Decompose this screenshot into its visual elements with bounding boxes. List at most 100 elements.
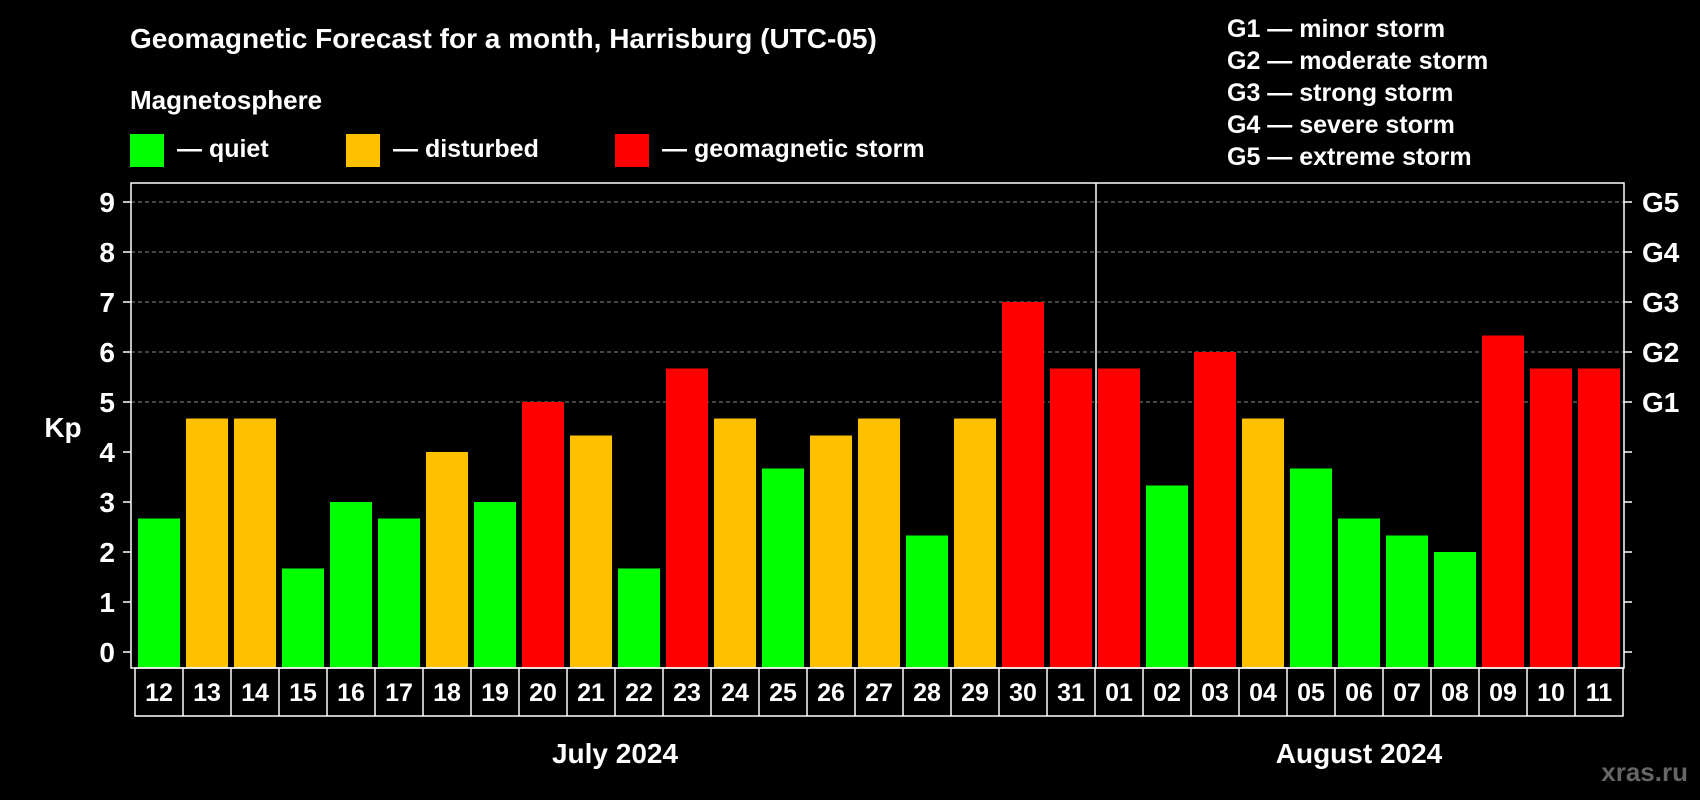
bars [138, 302, 1620, 668]
x-axis: 12 13 14 15 16 17 18 19 20 21 22 23 24 25 26 27 28 29 30 31… [134, 667, 1624, 717]
bar-10 [1530, 368, 1572, 668]
chart-title: Geomagnetic Forecast for a month, Harris… [130, 23, 877, 54]
x-tick-label: 30 [1009, 679, 1037, 707]
watermark: xras.ru [1601, 757, 1688, 787]
legend: — quiet — disturbed — geomagnetic storm [130, 134, 925, 167]
bar-08 [1434, 552, 1476, 668]
bar-27 [858, 418, 900, 668]
bar-22 [618, 568, 660, 668]
x-tick-label: 03 [1201, 679, 1229, 707]
x-tick-label: 14 [241, 679, 269, 707]
bar-19 [474, 502, 516, 668]
x-tick-label: 10 [1537, 679, 1565, 707]
x-tick-label: 28 [913, 679, 941, 707]
y-axis-label: Kp [44, 412, 81, 443]
bar-09 [1482, 335, 1524, 668]
x-tick-label: 11 [1586, 679, 1613, 707]
right-tick-label: G3 [1642, 287, 1679, 318]
bar-16 [330, 502, 372, 668]
storm-scale-item: G2 — moderate storm [1227, 47, 1488, 75]
x-tick-label: 04 [1249, 679, 1277, 707]
x-tick-label: 22 [625, 679, 653, 707]
bar-29 [954, 418, 996, 668]
bar-14 [234, 418, 276, 668]
bar-01 [1098, 368, 1140, 668]
x-tick-label: 15 [289, 679, 317, 707]
legend-label: — quiet [177, 135, 269, 163]
x-tick-label: 16 [337, 679, 365, 707]
y-tick-label: 2 [99, 537, 115, 568]
x-tick-label: 31 [1057, 679, 1085, 707]
bar-12 [138, 518, 180, 668]
bar-24 [714, 418, 756, 668]
bar-28 [906, 535, 948, 668]
storm-scale-item: G3 — strong storm [1227, 79, 1453, 107]
legend-swatch [615, 134, 649, 167]
month-label: August 2024 [1276, 738, 1443, 769]
bar-05 [1290, 468, 1332, 668]
x-tick-label: 18 [433, 679, 461, 707]
y-tick-label: 0 [99, 637, 115, 668]
y-tick-label: 6 [99, 337, 115, 368]
x-tick-label: 24 [721, 679, 749, 707]
grid-lines [131, 201, 1624, 403]
x-tick-label: 23 [673, 679, 701, 707]
bar-23 [666, 368, 708, 668]
bar-06 [1338, 518, 1380, 668]
legend-label: — geomagnetic storm [662, 135, 925, 163]
legend-label: — disturbed [393, 135, 539, 163]
x-tick-label: 01 [1105, 679, 1133, 707]
x-tick-label: 27 [865, 679, 893, 707]
y-tick-label: 4 [99, 437, 115, 468]
bar-15 [282, 568, 324, 668]
legend-swatch [130, 134, 164, 167]
month-label: July 2024 [552, 738, 679, 769]
bar-07 [1386, 535, 1428, 668]
y-axis: 0 1 2 3 4 5 6 7 8 9 [99, 187, 131, 668]
x-tick-label: 17 [385, 679, 413, 707]
bar-13 [186, 418, 228, 668]
storm-scale-legend: G1 — minor storm G2 — moderate storm G3 — … [1227, 15, 1488, 171]
x-tick-label: 06 [1345, 679, 1373, 707]
x-axis-box [134, 667, 1624, 717]
bar-26 [810, 435, 852, 668]
bar-30 [1002, 302, 1044, 668]
x-tick-label: 19 [481, 679, 509, 707]
bar-31 [1050, 368, 1092, 668]
x-tick-label: 12 [145, 679, 173, 707]
y-tick-label: 3 [99, 487, 115, 518]
y-tick-label: 9 [99, 187, 115, 218]
legend-swatch [346, 134, 380, 167]
y-tick-label: 8 [99, 237, 115, 268]
x-tick-label: 20 [529, 679, 557, 707]
x-tick-label: 08 [1441, 679, 1469, 707]
bar-17 [378, 518, 420, 668]
x-tick-label: 25 [769, 679, 797, 707]
month-labels: July 2024 August 2024 [552, 738, 1443, 769]
y-tick-label: 1 [99, 587, 115, 618]
bar-18 [426, 452, 468, 668]
storm-scale-item: G1 — minor storm [1227, 15, 1445, 43]
right-tick-label: G4 [1642, 237, 1680, 268]
x-tick-label: 07 [1393, 679, 1421, 707]
storm-scale-item: G5 — extreme storm [1227, 143, 1472, 171]
y-tick-label: 5 [99, 387, 115, 418]
x-tick-label: 09 [1489, 679, 1517, 707]
x-tick-label: 05 [1297, 679, 1325, 707]
storm-scale-item: G4 — severe storm [1227, 111, 1455, 139]
x-tick-label: 21 [577, 679, 605, 707]
right-tick-label: G2 [1642, 337, 1679, 368]
right-tick-label: G1 [1642, 387, 1679, 418]
x-tick-label: 29 [961, 679, 989, 707]
bar-11 [1578, 368, 1620, 668]
bar-04 [1242, 418, 1284, 668]
bar-03 [1194, 352, 1236, 668]
y-tick-label: 7 [99, 287, 115, 318]
bar-02 [1146, 485, 1188, 668]
bar-20 [522, 402, 564, 668]
bar-25 [762, 468, 804, 668]
legend-title: Magnetosphere [130, 85, 322, 115]
x-tick-label: 26 [817, 679, 845, 707]
x-tick-label: 02 [1153, 679, 1181, 707]
